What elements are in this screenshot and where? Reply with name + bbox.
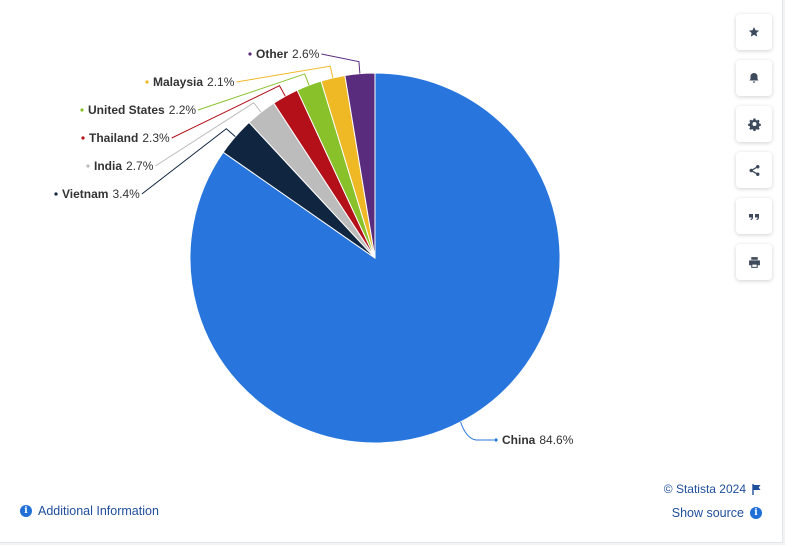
label-marker bbox=[54, 192, 58, 196]
pie-slice-china[interactable] bbox=[189, 72, 561, 444]
quote-icon bbox=[749, 214, 759, 220]
label-text: Thailand 2.3% bbox=[89, 131, 170, 145]
label-value: 3.4% bbox=[112, 187, 140, 201]
label-text: United States 2.2% bbox=[88, 103, 196, 117]
print-icon bbox=[748, 256, 760, 268]
label-text: India 2.7% bbox=[94, 159, 154, 173]
show-source-label[interactable]: Show source bbox=[671, 506, 744, 520]
connector-malaysia bbox=[236, 65, 334, 83]
connector-india bbox=[155, 102, 262, 167]
label-name: Thailand bbox=[89, 131, 138, 145]
data-label-vietnam: Vietnam 3.4% bbox=[54, 187, 140, 201]
label-name: United States bbox=[88, 103, 165, 117]
label-value: 2.3% bbox=[142, 131, 170, 145]
show-source-link[interactable]: Show source i bbox=[672, 506, 762, 520]
connector-united-states bbox=[197, 73, 310, 111]
label-text: Vietnam 3.4% bbox=[62, 187, 140, 201]
label-marker bbox=[86, 164, 90, 168]
gear-icon bbox=[747, 117, 761, 131]
label-text: Other 2.6% bbox=[256, 47, 320, 61]
label-name: Other bbox=[256, 47, 288, 61]
label-marker bbox=[145, 80, 149, 84]
label-name: India bbox=[94, 159, 122, 173]
data-label-thailand: Thailand 2.3% bbox=[81, 131, 170, 145]
data-label-other: Other 2.6% bbox=[248, 47, 320, 61]
favorite-button[interactable] bbox=[736, 14, 772, 50]
info-icon: i bbox=[750, 507, 762, 519]
connector-vietnam bbox=[141, 128, 236, 195]
flag-icon bbox=[752, 483, 761, 495]
label-marker bbox=[80, 108, 84, 112]
credits[interactable]: © Statista 2024 bbox=[664, 482, 762, 496]
label-text: China 84.6% bbox=[502, 433, 574, 447]
data-label-malaysia: Malaysia 2.1% bbox=[145, 75, 235, 89]
label-marker bbox=[81, 136, 85, 140]
settings-button[interactable] bbox=[736, 106, 772, 142]
credits-text[interactable]: © Statista 2024 bbox=[663, 482, 746, 496]
label-value: 2.1% bbox=[207, 75, 235, 89]
label-value: 84.6% bbox=[539, 433, 573, 447]
pie-chart: China 84.6% Vietnam 3.4% India 2.7% Thailand 2.… bbox=[54, 47, 574, 447]
label-value: 2.2% bbox=[169, 103, 197, 117]
info-icon: i bbox=[20, 505, 32, 517]
label-name: Vietnam bbox=[62, 187, 108, 201]
notification-button[interactable] bbox=[736, 60, 772, 96]
label-value: 2.7% bbox=[126, 159, 154, 173]
bell-icon bbox=[749, 73, 759, 83]
label-marker bbox=[248, 52, 252, 56]
data-label-india: India 2.7% bbox=[86, 159, 154, 173]
print-button[interactable] bbox=[736, 244, 772, 280]
cite-button[interactable] bbox=[736, 198, 772, 234]
data-label-china: China 84.6% bbox=[494, 433, 574, 447]
share-icon bbox=[749, 164, 759, 176]
additional-information-link[interactable]: i Additional Information bbox=[20, 504, 159, 518]
connector-china bbox=[460, 421, 494, 441]
label-text: Malaysia 2.1% bbox=[153, 75, 235, 89]
toolbar bbox=[736, 14, 774, 290]
label-name: Malaysia bbox=[153, 75, 203, 89]
label-marker bbox=[494, 438, 498, 442]
connector-other bbox=[321, 53, 361, 74]
share-button[interactable] bbox=[736, 152, 772, 188]
label-value: 2.6% bbox=[292, 47, 320, 61]
data-label-united-states: United States 2.2% bbox=[80, 103, 196, 117]
additional-information-label[interactable]: Additional Information bbox=[38, 504, 159, 518]
connector-thailand bbox=[171, 85, 286, 139]
star-icon bbox=[748, 27, 760, 37]
label-name: China bbox=[502, 433, 536, 447]
